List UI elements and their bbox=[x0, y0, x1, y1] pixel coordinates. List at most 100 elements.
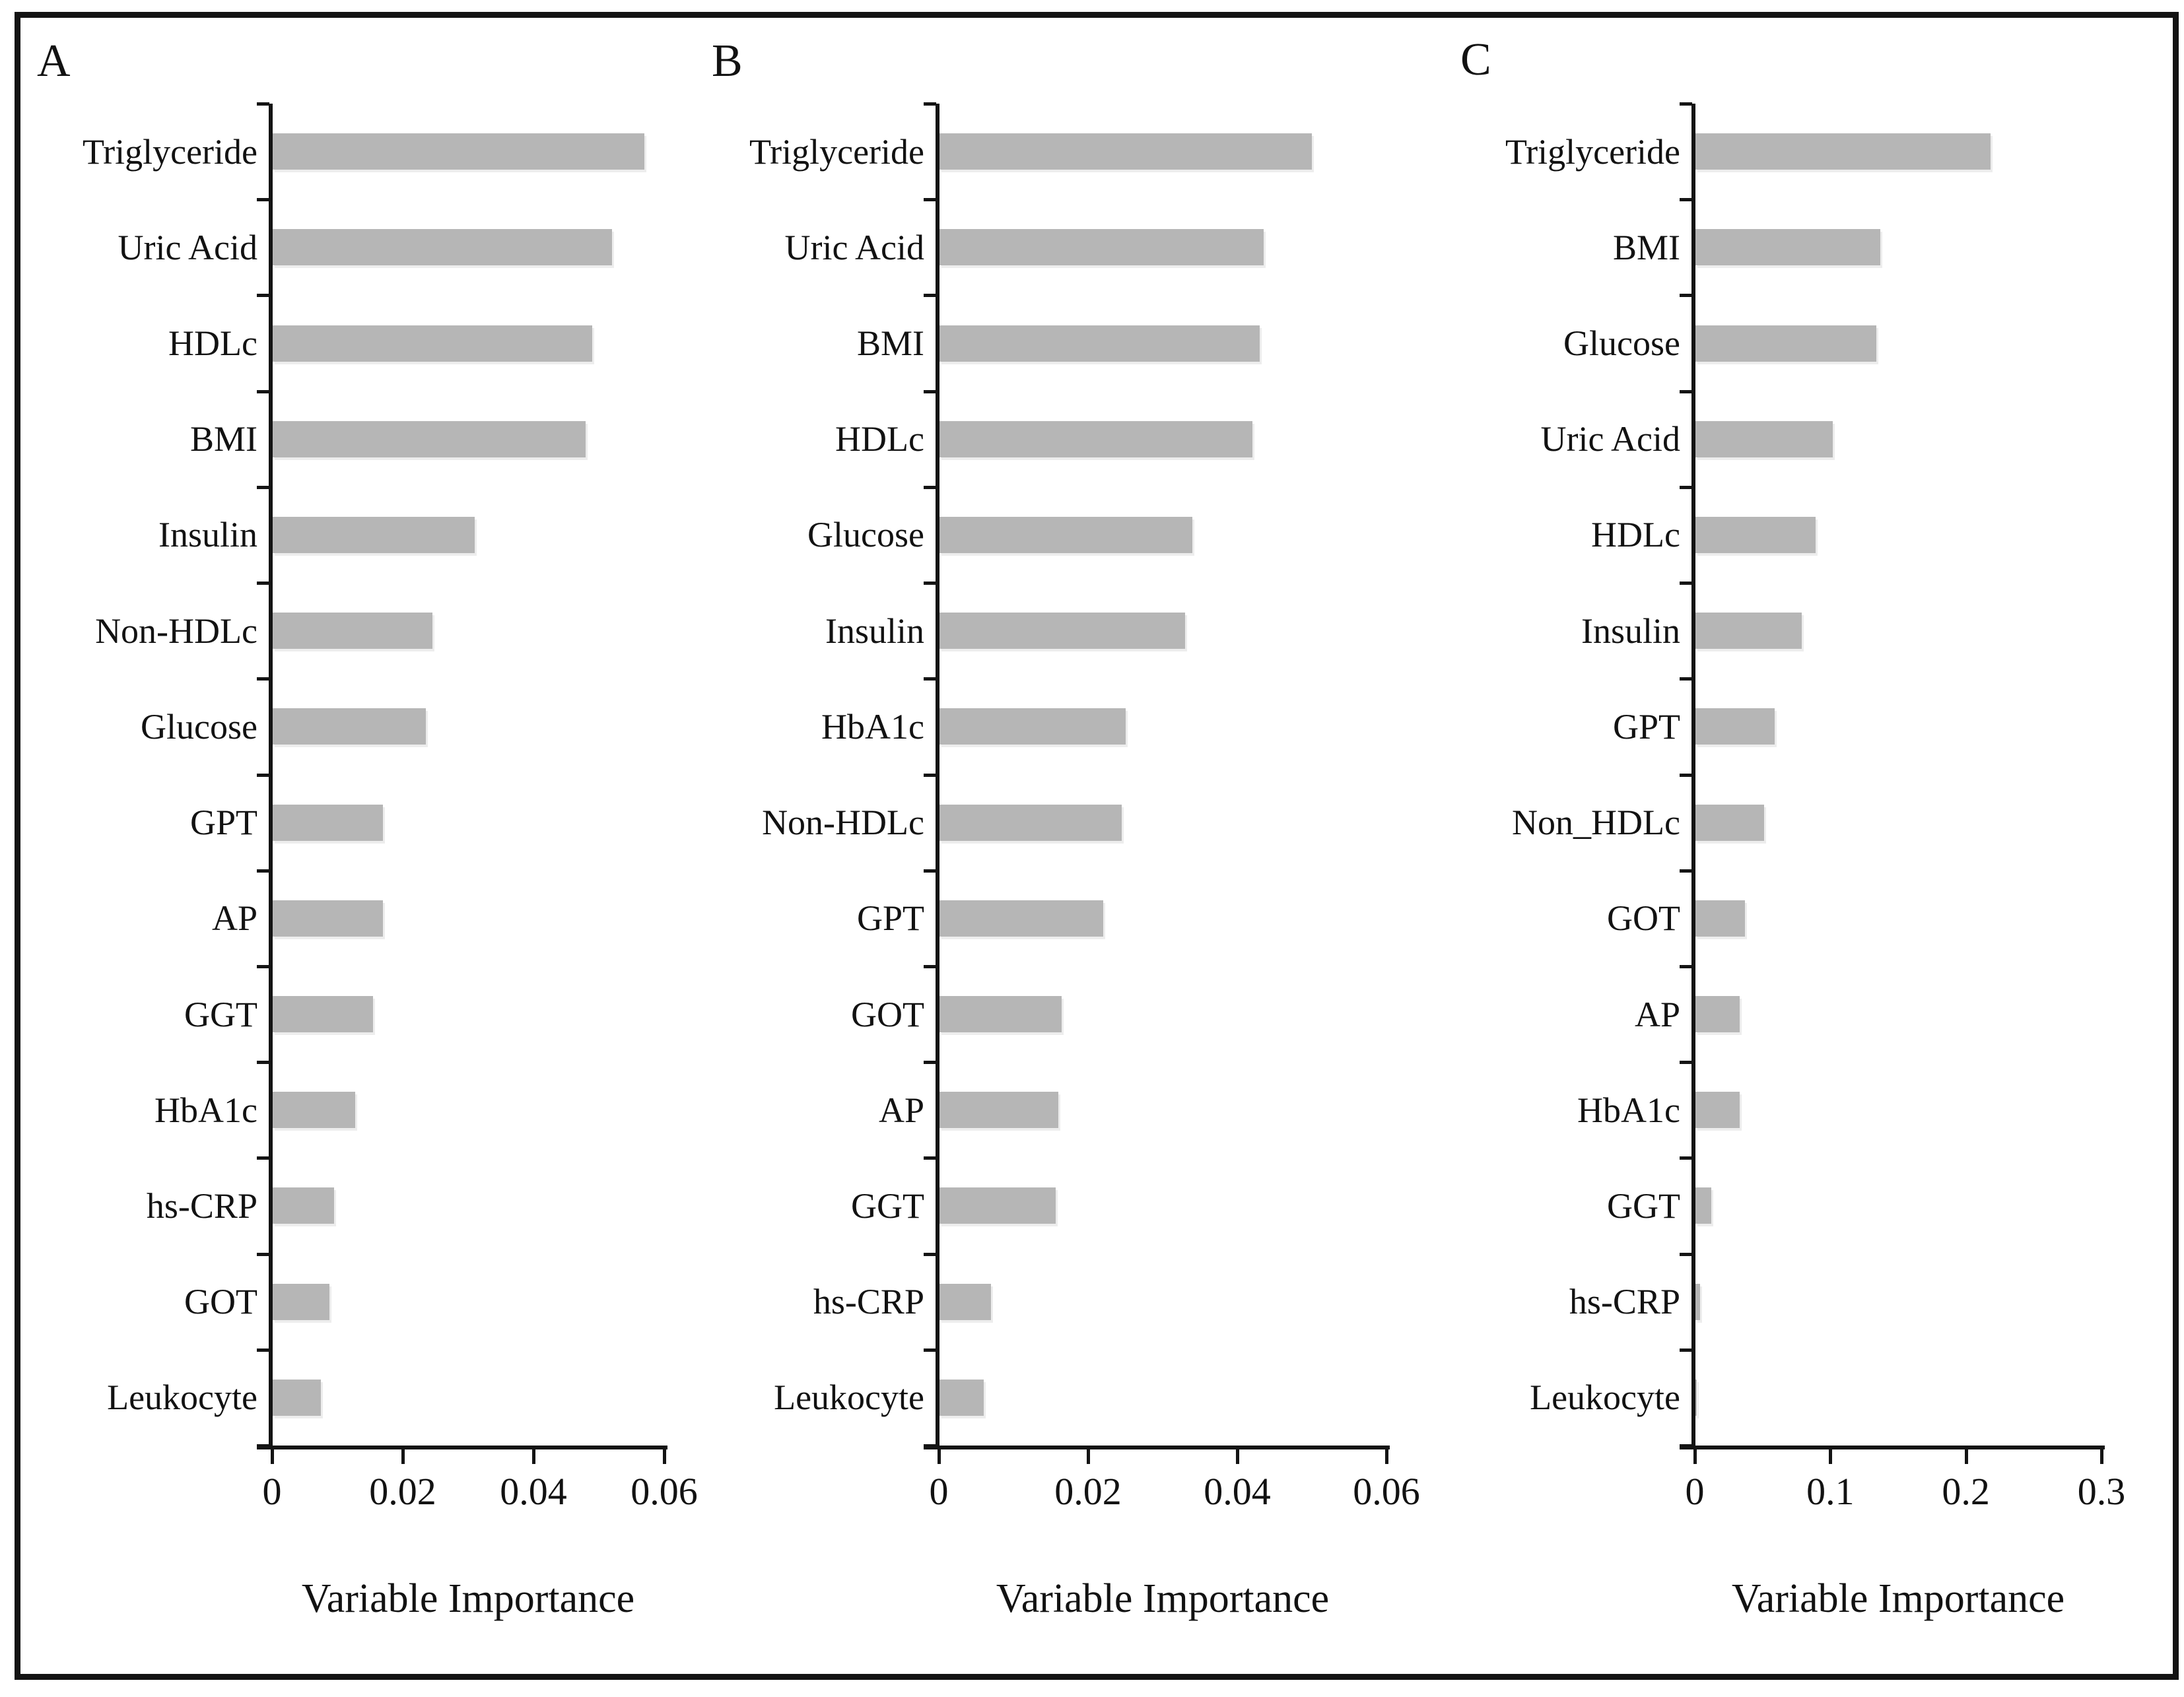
category-label-triglyceride: Triglyceride bbox=[1505, 131, 1680, 172]
x-axis-tick bbox=[271, 1449, 274, 1464]
bar-got bbox=[939, 996, 1062, 1033]
category-label-hs-crp: hs-CRP bbox=[1569, 1282, 1680, 1322]
x-axis-tick bbox=[1964, 1449, 1968, 1464]
bar-hdlc bbox=[1695, 516, 1816, 553]
y-axis-tick bbox=[924, 294, 936, 298]
x-tick-label-0-3: 0.3 bbox=[2077, 1470, 2126, 1513]
category-label-got: GOT bbox=[184, 1282, 257, 1322]
x-axis-tick bbox=[663, 1449, 666, 1464]
x-axis-title: Variable Importance bbox=[301, 1576, 635, 1621]
category-label-ggt: GGT bbox=[851, 1185, 924, 1226]
y-axis-tick bbox=[924, 773, 936, 777]
category-label-insulin: Insulin bbox=[1581, 611, 1680, 651]
category-label-hs-crp: hs-CRP bbox=[146, 1185, 257, 1226]
y-axis-tick bbox=[1680, 1156, 1692, 1160]
y-axis-line bbox=[1691, 104, 1695, 1446]
category-label-hs-crp: hs-CRP bbox=[813, 1282, 924, 1322]
y-axis-tick bbox=[924, 102, 936, 106]
y-axis-tick bbox=[257, 869, 269, 873]
category-label-triglyceride: Triglyceride bbox=[749, 131, 924, 172]
category-label-glucose: Glucose bbox=[141, 706, 257, 747]
bar-glucose bbox=[939, 516, 1193, 553]
bar-ggt bbox=[273, 996, 374, 1033]
panel-label-a: A bbox=[37, 36, 71, 86]
x-axis-tick bbox=[1385, 1449, 1388, 1464]
bar-insulin bbox=[939, 613, 1185, 649]
category-label-gpt: GPT bbox=[189, 803, 257, 843]
y-axis-tick bbox=[257, 102, 269, 106]
y-axis-tick bbox=[257, 1061, 269, 1065]
x-axis-line bbox=[1680, 1446, 2105, 1449]
y-axis-tick bbox=[257, 1252, 269, 1256]
x-axis-line bbox=[924, 1446, 1390, 1449]
bar-glucose bbox=[1695, 325, 1877, 362]
bar-non-hdlc bbox=[939, 804, 1122, 841]
category-label-got: GOT bbox=[1607, 898, 1680, 939]
y-axis-tick bbox=[257, 677, 269, 681]
y-axis-tick bbox=[924, 198, 936, 202]
y-axis-tick bbox=[257, 773, 269, 777]
y-axis-tick bbox=[257, 1348, 269, 1352]
y-axis-tick bbox=[1680, 1348, 1692, 1352]
bar-uric-acid bbox=[1695, 420, 1833, 457]
bar-triglyceride bbox=[273, 133, 645, 170]
panel-label-b: B bbox=[712, 36, 743, 86]
bar-ggt bbox=[1695, 1187, 1711, 1224]
bar-hs-crp bbox=[1695, 1283, 1701, 1320]
y-axis-tick bbox=[257, 389, 269, 393]
y-axis-tick bbox=[1680, 198, 1692, 202]
y-axis-tick bbox=[1680, 102, 1692, 106]
category-label-uric-acid: Uric Acid bbox=[784, 227, 924, 267]
y-axis-tick bbox=[924, 1061, 936, 1065]
bar-hba1c bbox=[273, 1092, 355, 1129]
y-axis-tick bbox=[1680, 1061, 1692, 1065]
y-axis-tick bbox=[924, 677, 936, 681]
y-axis-tick bbox=[1680, 582, 1692, 585]
y-axis-tick bbox=[257, 964, 269, 968]
category-label-uric-acid: Uric Acid bbox=[118, 227, 257, 267]
category-label-leukocyte: Leukocyte bbox=[107, 1378, 257, 1418]
category-label-ggt: GGT bbox=[1607, 1185, 1680, 1226]
bar-leukocyte bbox=[273, 1379, 322, 1416]
y-axis-tick bbox=[1680, 485, 1692, 489]
bar-triglyceride bbox=[939, 133, 1312, 170]
bar-hs-crp bbox=[273, 1187, 335, 1224]
x-axis-line bbox=[257, 1446, 667, 1449]
bar-leukocyte bbox=[939, 1379, 984, 1416]
bar-ggt bbox=[939, 1187, 1056, 1224]
bar-ap bbox=[273, 900, 384, 937]
y-axis-tick bbox=[257, 485, 269, 489]
y-axis-tick bbox=[1680, 677, 1692, 681]
category-label-insulin: Insulin bbox=[158, 515, 257, 555]
y-axis-line bbox=[269, 104, 273, 1446]
x-axis-tick bbox=[401, 1449, 405, 1464]
bar-gpt bbox=[273, 804, 384, 841]
bar-got bbox=[1695, 900, 1745, 937]
bar-uric-acid bbox=[939, 229, 1264, 266]
category-label-leukocyte: Leukocyte bbox=[774, 1378, 924, 1418]
y-axis-tick bbox=[924, 1252, 936, 1256]
bar-non-hdlc bbox=[273, 613, 432, 649]
y-axis-line bbox=[936, 104, 939, 1446]
bar-insulin bbox=[273, 516, 475, 553]
x-axis-tick bbox=[1087, 1449, 1090, 1464]
category-label-hdlc: HDLc bbox=[1591, 515, 1680, 555]
figure-frame bbox=[15, 12, 2179, 1680]
panel-label-c: C bbox=[1460, 34, 1491, 85]
category-label-ap: AP bbox=[1634, 994, 1680, 1034]
bar-hdlc bbox=[273, 325, 593, 362]
y-axis-tick bbox=[1680, 964, 1692, 968]
category-label-hdlc: HDLc bbox=[168, 323, 257, 364]
bar-hdlc bbox=[939, 420, 1252, 457]
y-axis-tick bbox=[924, 582, 936, 585]
y-axis-tick bbox=[924, 485, 936, 489]
x-tick-label-0: 0 bbox=[1685, 1470, 1705, 1513]
category-label-non-hdlc: Non_HDLc bbox=[1512, 803, 1680, 843]
bar-bmi bbox=[1695, 229, 1881, 266]
bar-ap bbox=[1695, 996, 1740, 1033]
x-axis-tick bbox=[1236, 1449, 1239, 1464]
x-tick-label-0: 0 bbox=[262, 1470, 282, 1513]
bar-hba1c bbox=[939, 708, 1126, 745]
category-label-hdlc: HDLc bbox=[835, 419, 924, 459]
